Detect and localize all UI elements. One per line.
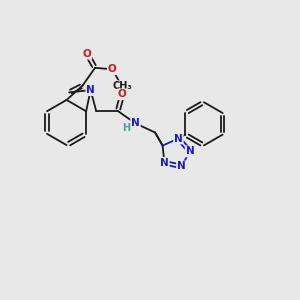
Text: H: H: [123, 123, 131, 133]
Text: N: N: [160, 158, 169, 168]
Text: N: N: [177, 161, 186, 171]
Text: N: N: [86, 85, 95, 95]
Text: N: N: [186, 146, 194, 156]
Text: O: O: [118, 89, 127, 99]
Text: N: N: [131, 118, 140, 128]
Text: CH₃: CH₃: [112, 81, 132, 91]
Text: N: N: [174, 134, 183, 143]
Text: O: O: [82, 49, 91, 59]
Text: O: O: [108, 64, 117, 74]
